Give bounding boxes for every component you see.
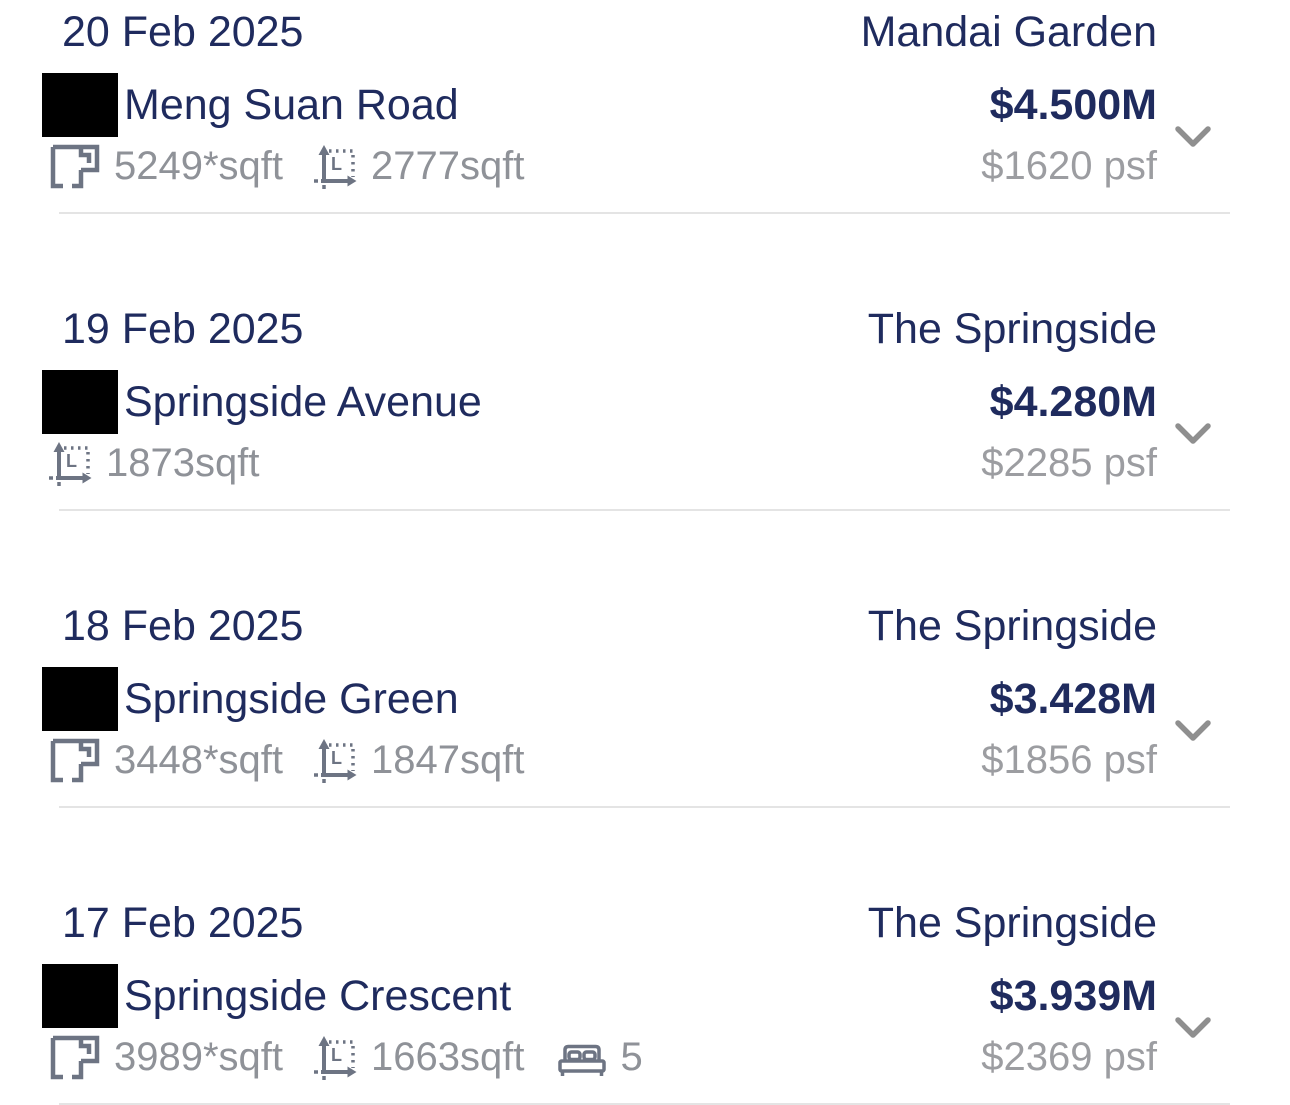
land-area: L 2777sqft <box>313 142 525 190</box>
chevron-down-icon[interactable] <box>1174 719 1212 744</box>
transaction-date: 17 Feb 2025 <box>62 899 304 947</box>
floor-area-value: 5249*sqft <box>114 143 284 188</box>
address: Springside Crescent <box>42 964 512 1028</box>
land-area: L 1663sqft <box>313 1033 525 1081</box>
price: $4.280M <box>989 377 1157 426</box>
street-name: Meng Suan Road <box>124 80 459 129</box>
land-area-icon: L <box>314 1036 357 1080</box>
price: $3.428M <box>989 674 1157 723</box>
transaction-card[interactable]: 18 Feb 2025 The Springside Springside Gr… <box>0 604 1290 808</box>
divider <box>59 509 1230 511</box>
divider <box>59 806 1230 808</box>
psf-price: $1620 psf <box>981 143 1157 188</box>
redacted-house-number <box>42 370 118 434</box>
psf-price: $2285 psf <box>981 440 1157 485</box>
svg-text:L: L <box>331 154 342 174</box>
divider <box>59 212 1230 214</box>
address: Meng Suan Road <box>42 73 459 137</box>
address: Springside Avenue <box>42 370 482 434</box>
land-area: L 1873sqft <box>48 439 259 487</box>
address: Springside Green <box>42 667 459 731</box>
floor-area-value: 3448*sqft <box>114 737 284 782</box>
chevron-down-icon[interactable] <box>1174 1016 1212 1041</box>
floorplan-icon <box>50 1035 100 1080</box>
area-specs: 3448*sqft L 1847sqft <box>48 736 525 784</box>
land-area-icon: L <box>314 145 357 189</box>
land-area-icon: L <box>49 442 92 486</box>
bedrooms: 5 <box>555 1035 643 1080</box>
floor-area: 5249*sqft <box>48 142 283 190</box>
transaction-date: 20 Feb 2025 <box>62 8 304 56</box>
svg-text:L: L <box>331 1045 342 1065</box>
land-area-value: 1873sqft <box>106 440 260 485</box>
psf-price: $2369 psf <box>981 1034 1157 1079</box>
redacted-house-number <box>42 667 118 731</box>
chevron-down-icon[interactable] <box>1174 125 1212 150</box>
floor-area-value: 3989*sqft <box>114 1034 284 1079</box>
redacted-house-number <box>42 964 118 1028</box>
area-specs: L 1873sqft <box>48 439 259 487</box>
area-specs: 5249*sqft L 2777sqft <box>48 142 525 190</box>
floor-area: 3448*sqft <box>48 736 283 784</box>
project-name: The Springside <box>867 899 1157 947</box>
land-area: L 1847sqft <box>313 736 525 784</box>
project-name: The Springside <box>867 602 1157 650</box>
street-name: Springside Green <box>124 674 459 723</box>
price: $4.500M <box>989 80 1157 129</box>
transaction-card[interactable]: 20 Feb 2025 Mandai Garden Meng Suan Road… <box>0 10 1290 214</box>
svg-text:L: L <box>66 451 77 471</box>
transaction-card[interactable]: 17 Feb 2025 The Springside Springside Cr… <box>0 901 1290 1105</box>
svg-text:L: L <box>331 748 342 768</box>
land-area-icon: L <box>314 739 357 783</box>
street-name: Springside Avenue <box>124 377 482 426</box>
transaction-card[interactable]: 19 Feb 2025 The Springside Springside Av… <box>0 307 1290 511</box>
redacted-house-number <box>42 73 118 137</box>
bedrooms-value: 5 <box>620 1034 643 1079</box>
project-name: Mandai Garden <box>860 8 1157 56</box>
chevron-down-icon[interactable] <box>1174 422 1212 447</box>
land-area-value: 1847sqft <box>371 737 525 782</box>
land-area-value: 1663sqft <box>371 1034 525 1079</box>
psf-price: $1856 psf <box>981 737 1157 782</box>
street-name: Springside Crescent <box>124 971 512 1020</box>
price: $3.939M <box>989 971 1157 1020</box>
transaction-date: 19 Feb 2025 <box>62 305 304 353</box>
floorplan-icon <box>50 738 100 783</box>
area-specs: 3989*sqft L 1663sqft <box>48 1033 643 1081</box>
bed-icon <box>557 1044 606 1076</box>
transaction-date: 18 Feb 2025 <box>62 602 304 650</box>
land-area-value: 2777sqft <box>371 143 525 188</box>
floorplan-icon <box>50 144 100 189</box>
project-name: The Springside <box>867 305 1157 353</box>
floor-area: 3989*sqft <box>48 1033 283 1081</box>
